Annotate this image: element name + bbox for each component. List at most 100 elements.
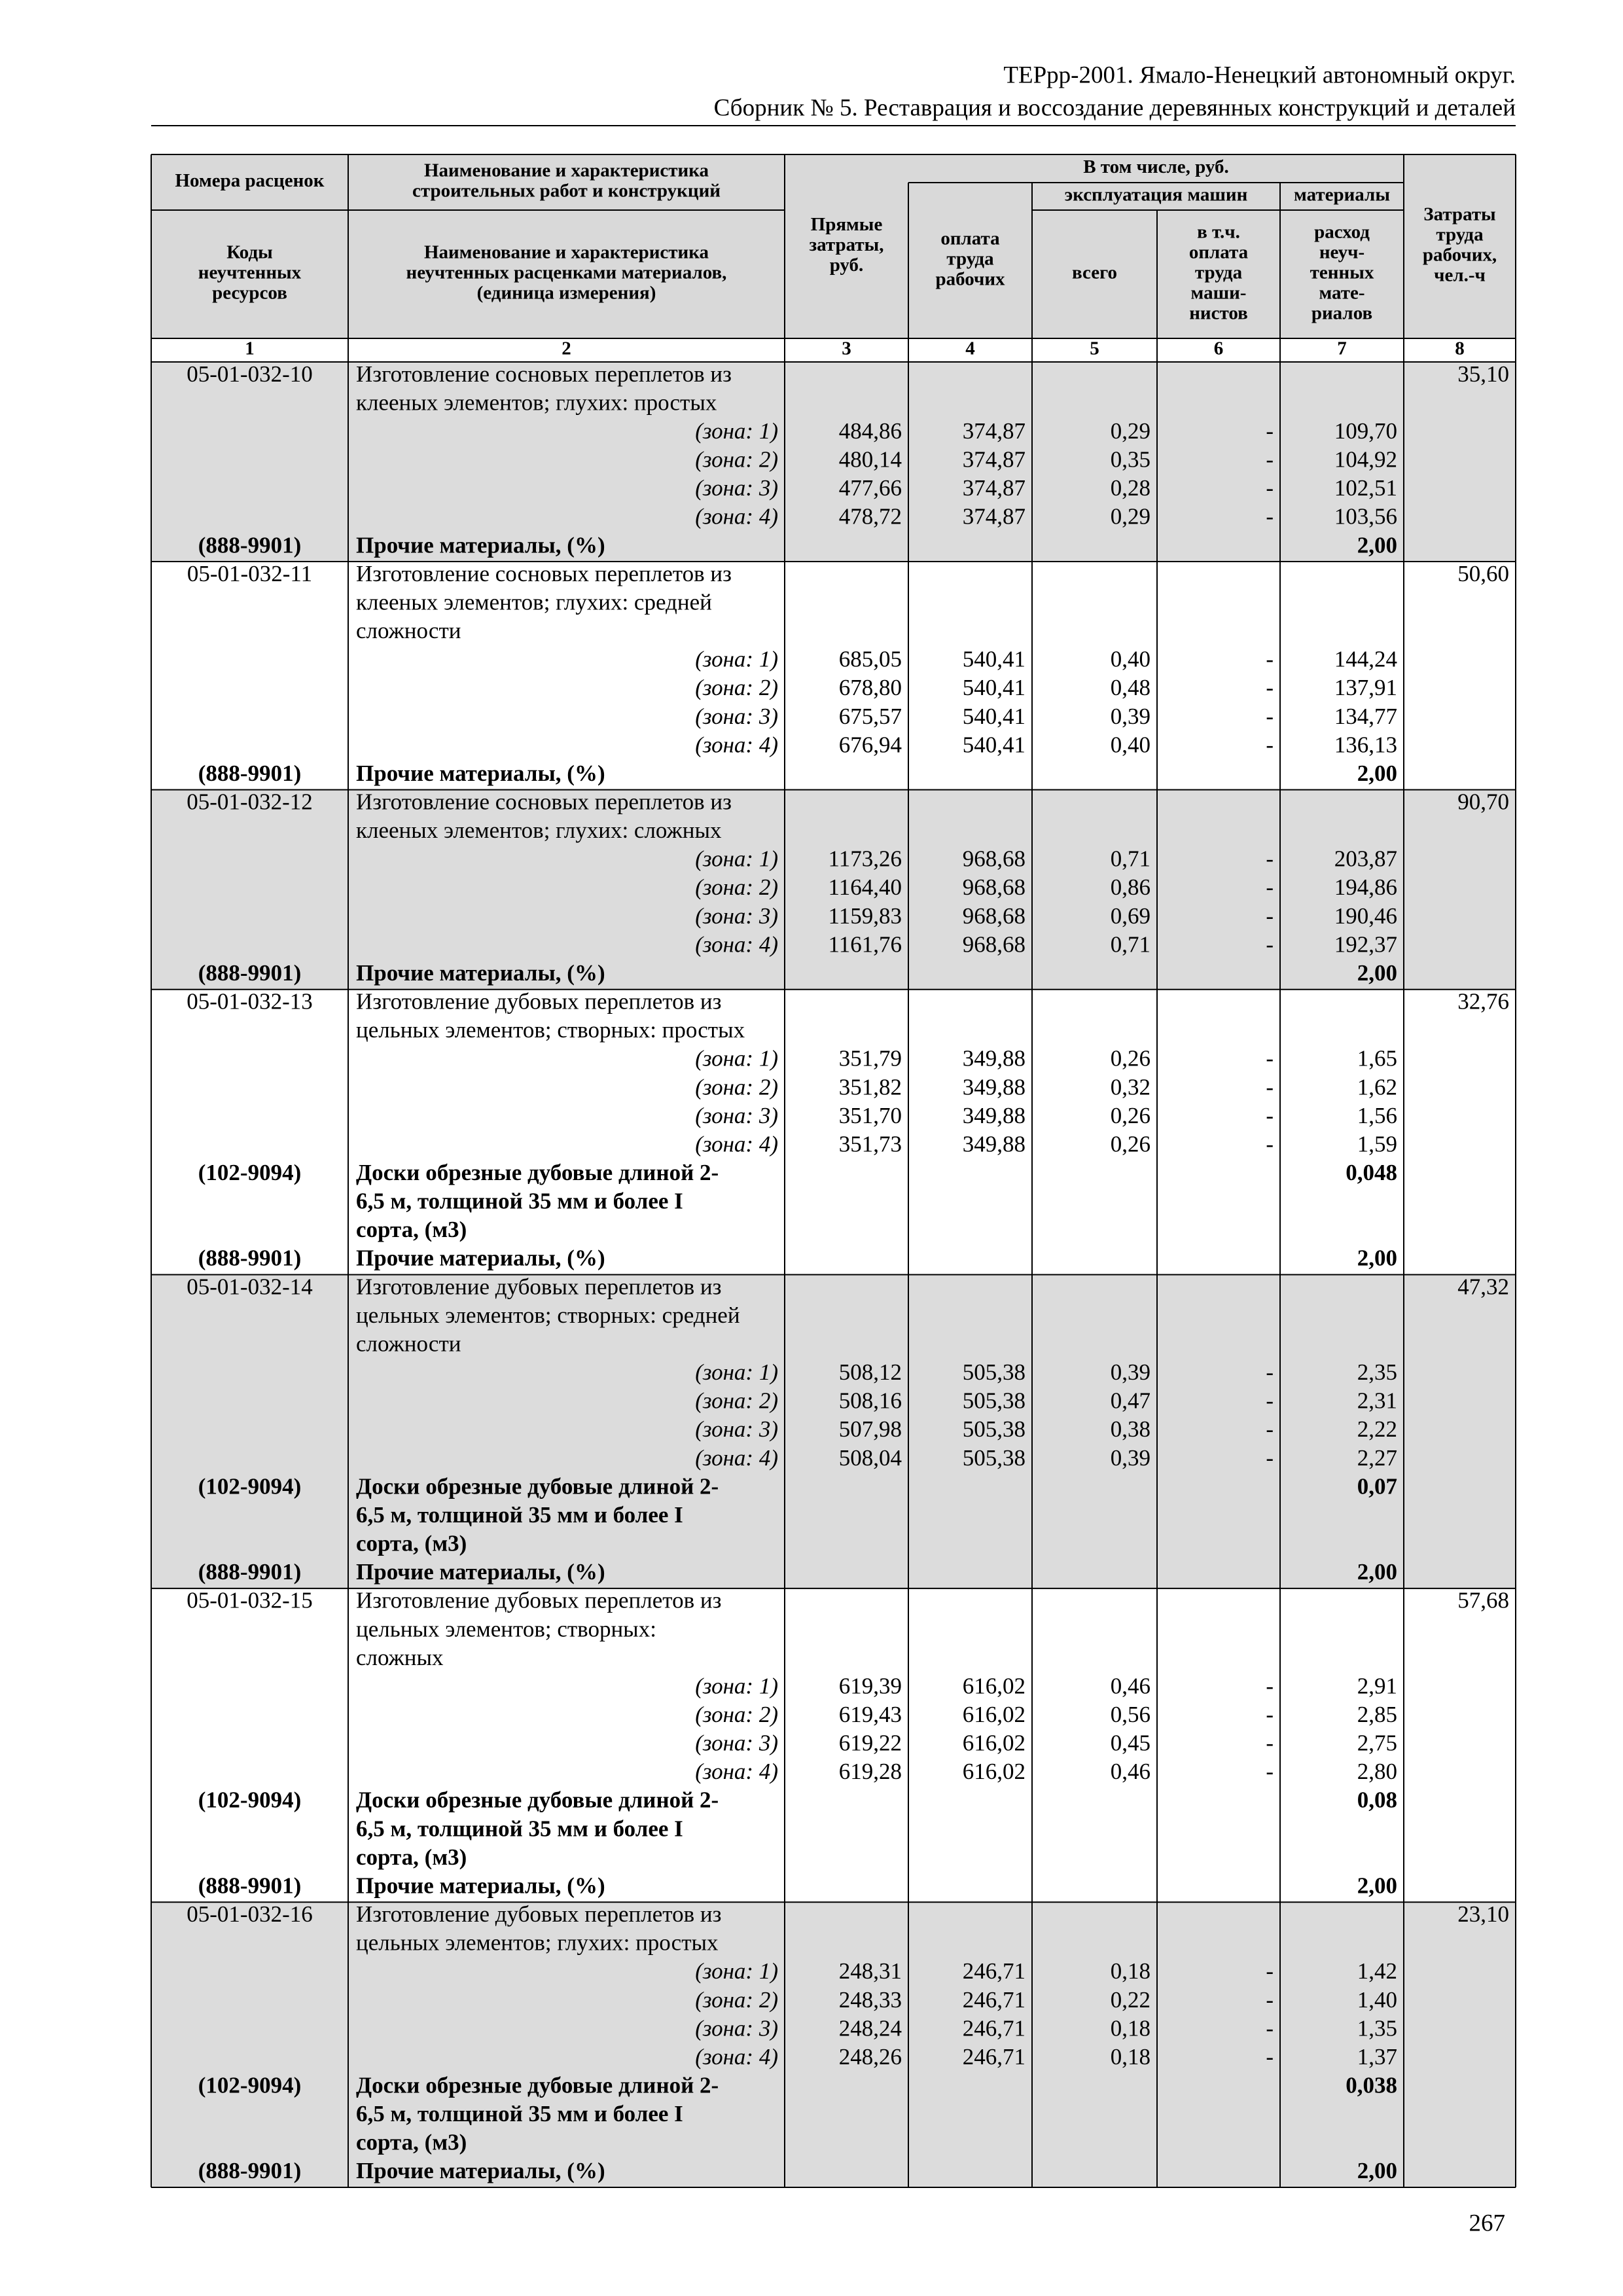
price-cell: - [1266,1987,1274,2013]
header-cell-text: маши- [1191,283,1247,304]
price-cell: 2,91 [1357,1673,1397,1698]
price-cell: 374,87 [963,475,1026,501]
price-cell: - [1266,647,1274,672]
work-description: Изготовление дубовых переплетов из [356,989,721,1014]
zone-label: (зона: 1) [695,418,778,444]
price-cell: - [1266,1958,1274,1984]
column-number: 2 [562,338,571,359]
labor-hours: 32,76 [1457,989,1509,1014]
zone-label: (зона: 1) [695,1673,778,1698]
header-cell-text: нистов [1189,303,1248,324]
price-cell: 0,26 [1111,1103,1150,1128]
work-description: Изготовление дубовых переплетов из [356,1274,721,1299]
column-number: 6 [1214,338,1224,359]
price-cell: 616,02 [963,1702,1026,1727]
price-cell: 0,46 [1111,1759,1150,1784]
price-cell: - [1266,1359,1274,1385]
price-cell: 0,40 [1111,732,1150,757]
rate-code: 05-01-032-14 [187,1274,312,1299]
header-cell-text: труда [946,249,994,270]
price-cell: 508,04 [839,1445,902,1471]
price-cell: - [1266,2044,1274,2070]
price-cell: 1,62 [1357,1074,1397,1100]
price-cell: 190,46 [1334,903,1397,929]
resource-value: 2,00 [1357,1873,1397,1898]
work-description: Изготовление сосновых переплетов из [356,561,732,586]
resource-name: Прочие материалы, (%) [356,960,605,986]
resource-code: (102-9094) [198,2073,301,2098]
zone-label: (зона: 1) [695,1046,778,1071]
zone-label: (зона: 2) [695,447,778,473]
header-line: Сборник № 5. Реставрация и воссоздание д… [714,94,1516,121]
price-cell: 1159,83 [829,903,902,929]
header-cell-text: ресурсов [212,283,287,304]
zone-label: (зона: 3) [695,704,778,729]
price-cell: - [1266,1131,1274,1157]
price-cell: 478,72 [839,504,902,529]
price-cell: - [1266,418,1274,444]
price-cell: 248,26 [839,2044,902,2070]
work-description: цельных элементов; створных: средней [356,1302,740,1328]
header-cell-text: оплата [1189,242,1249,263]
resource-value: 2,00 [1357,761,1397,786]
resource-name: сорта, (м3) [356,1531,467,1556]
price-cell: 0,26 [1111,1046,1150,1071]
price-cell: - [1266,675,1274,700]
resource-code: (888-9901) [198,960,301,986]
price-cell: - [1266,903,1274,929]
work-description: Изготовление сосновых переплетов из [356,789,732,814]
price-cell: - [1266,732,1274,757]
header-cell-text: Номера расценок [175,170,324,191]
price-cell: 109,70 [1334,418,1397,444]
zone-label: (зона: 2) [695,874,778,900]
price-cell: 0,45 [1111,1731,1150,1756]
zone-label: (зона: 2) [695,1074,778,1100]
resource-name: 6,5 м, толщиной 35 мм и более I [356,1816,683,1841]
price-cell: 374,87 [963,447,1026,473]
resource-name: Прочие материалы, (%) [356,1873,605,1898]
price-cell: - [1266,846,1274,872]
price-cell: 508,12 [839,1359,902,1385]
price-cell: 0,48 [1111,675,1150,700]
price-cell: 374,87 [963,418,1026,444]
header-cell-text: материалы [1294,185,1390,206]
price-cell: 968,68 [963,846,1026,872]
rate-code: 05-01-032-15 [187,1588,312,1613]
price-cell: 2,27 [1357,1445,1397,1471]
price-cell: 351,82 [839,1074,902,1100]
column-number: 5 [1090,338,1099,359]
price-cell: 102,51 [1334,475,1397,501]
price-cell: - [1266,447,1274,473]
header-cell-text: эксплуатация машин [1065,185,1248,206]
header-cell-text: руб. [830,255,864,276]
price-cell: 248,24 [839,2015,902,2041]
resource-value: 2,00 [1357,1246,1397,1271]
resource-code: (888-9901) [198,1559,301,1585]
rate-code: 05-01-032-13 [187,989,312,1014]
header-cell-text: (единица измерения) [477,283,656,304]
price-cell: 134,77 [1334,704,1397,729]
row-shade [151,362,1516,562]
price-cell: 0,39 [1111,1445,1150,1471]
resource-code: (102-9094) [198,1787,301,1813]
price-cell: 246,71 [963,2015,1026,2041]
price-cell: 103,56 [1334,504,1397,529]
zone-label: (зона: 2) [695,1987,778,2013]
header-cell-text: неучтенных [198,262,302,283]
labor-hours: 90,70 [1457,789,1509,814]
resource-value: 0,048 [1346,1160,1397,1185]
price-cell: 1,42 [1357,1958,1397,1984]
resource-value: 2,00 [1357,532,1397,558]
header-line: ТЕРрр-2001. Ямало-Ненецкий автономный ок… [1003,62,1516,88]
zone-label: (зона: 2) [695,1702,778,1727]
header-cell-text: в т.ч. [1197,222,1240,243]
price-cell: - [1266,704,1274,729]
price-cell: 484,86 [839,418,902,444]
price-cell: 619,22 [839,1731,902,1756]
price-cell: 0,46 [1111,1673,1150,1698]
work-description: сложности [356,618,461,643]
header-cell-text: Коды [226,242,273,263]
zone-label: (зона: 3) [695,2015,778,2041]
price-cell: 968,68 [963,903,1026,929]
header-cell-text: строительных работ и конструкций [412,181,721,202]
